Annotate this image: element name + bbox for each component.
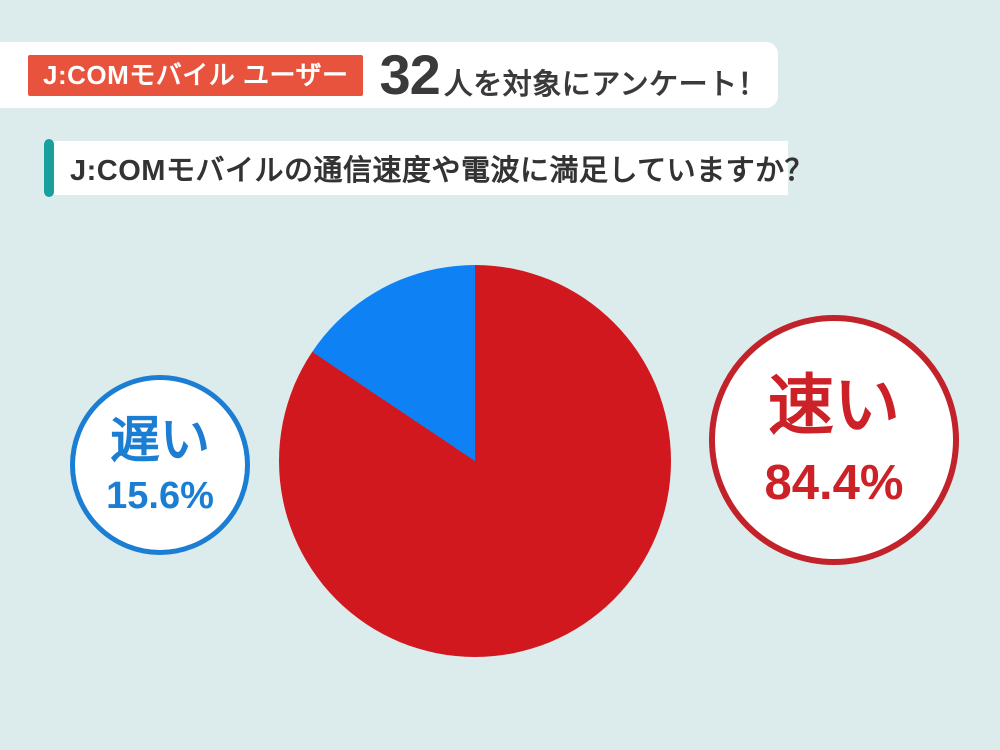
slow-percentage: 15.6% <box>106 474 214 517</box>
fast-percentage: 84.4% <box>764 456 904 511</box>
header-suffix-text: 人を対象にアンケート！ <box>443 69 768 101</box>
question-accent-bar <box>44 139 54 197</box>
question-text: J:COMモバイルの通信速度や電波に満足していますか？ <box>70 155 815 187</box>
fast-label: 速い <box>768 367 900 442</box>
header-bar: J:COMモバイル ユーザー 32 人を対象にアンケート！ <box>0 42 778 108</box>
pie-chart <box>279 265 671 657</box>
label-circle-fast: 速い 84.4% <box>709 315 959 565</box>
user-badge: J:COMモバイル ユーザー <box>28 54 364 96</box>
respondent-count: 32 <box>379 43 440 106</box>
question-bar: J:COMモバイルの通信速度や電波に満足していますか？ <box>44 139 814 197</box>
label-circle-slow: 遅い 15.6% <box>70 375 250 555</box>
slow-label: 遅い <box>110 411 210 468</box>
